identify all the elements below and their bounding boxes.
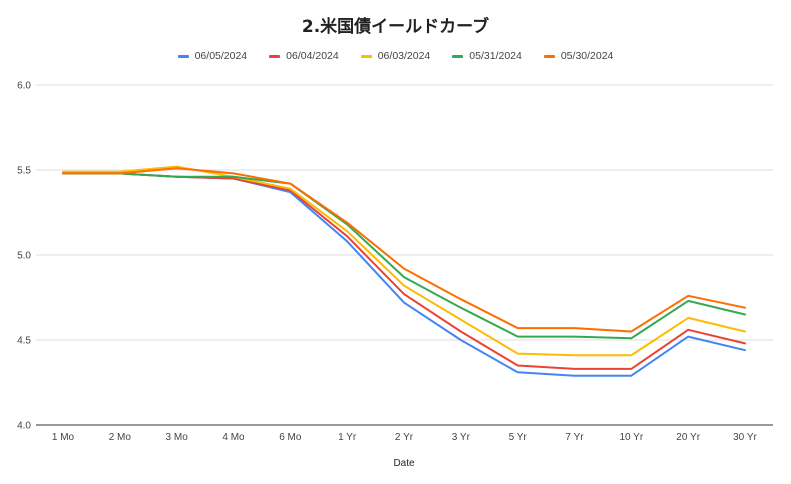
legend-item[interactable]: 05/31/2024 — [452, 50, 522, 62]
series-line — [62, 172, 746, 377]
y-tick-label: 4.5 — [17, 336, 31, 347]
legend-label: 05/30/2024 — [560, 50, 614, 62]
x-axis-title: Date — [393, 458, 415, 469]
x-tick-label: 3 Yr — [452, 432, 471, 443]
x-tick-label: 7 Yr — [565, 432, 584, 443]
legend-item[interactable]: 06/04/2024 — [269, 50, 339, 62]
y-tick-label: 5.0 — [17, 251, 31, 262]
x-tick-label: 20 Yr — [676, 432, 700, 443]
series-line — [62, 167, 746, 333]
legend-swatch — [177, 54, 189, 58]
x-tick-label: 6 Mo — [279, 432, 302, 443]
legend-swatch — [452, 54, 464, 58]
legend-label: 06/05/2024 — [194, 50, 248, 62]
legend-label: 06/03/2024 — [377, 50, 431, 62]
x-tick-label: 2 Mo — [109, 432, 132, 443]
y-tick-label: 5.5 — [17, 166, 31, 177]
y-tick-label: 6.0 — [17, 81, 31, 92]
x-tick-label: 10 Yr — [619, 432, 643, 443]
legend-label: 05/31/2024 — [469, 50, 522, 62]
series-line — [62, 172, 746, 340]
y-tick-label: 4.0 — [17, 421, 31, 432]
legend-swatch — [360, 54, 372, 58]
legend-swatch — [543, 54, 555, 58]
legend-swatch — [269, 54, 281, 58]
legend-item[interactable]: 06/05/2024 — [177, 50, 248, 62]
x-tick-label: 4 Mo — [222, 432, 245, 443]
x-tick-label: 2 Yr — [395, 432, 414, 443]
x-tick-label: 1 Mo — [52, 432, 75, 443]
legend-label: 06/04/2024 — [286, 50, 339, 62]
series-line — [62, 165, 746, 357]
x-tick-label: 30 Yr — [733, 432, 757, 443]
chart-title: 2.米国債イールドカーブ — [301, 17, 490, 37]
legend-item[interactable]: 06/03/2024 — [360, 50, 431, 62]
x-tick-label: 1 Yr — [338, 432, 357, 443]
x-tick-label: 3 Mo — [166, 432, 189, 443]
legend-item[interactable]: 05/30/2024 — [543, 50, 614, 62]
legend: 06/05/2024 06/04/2024 06/03/2024 05/31/2… — [0, 50, 791, 62]
x-tick-label: 5 Yr — [509, 432, 528, 443]
